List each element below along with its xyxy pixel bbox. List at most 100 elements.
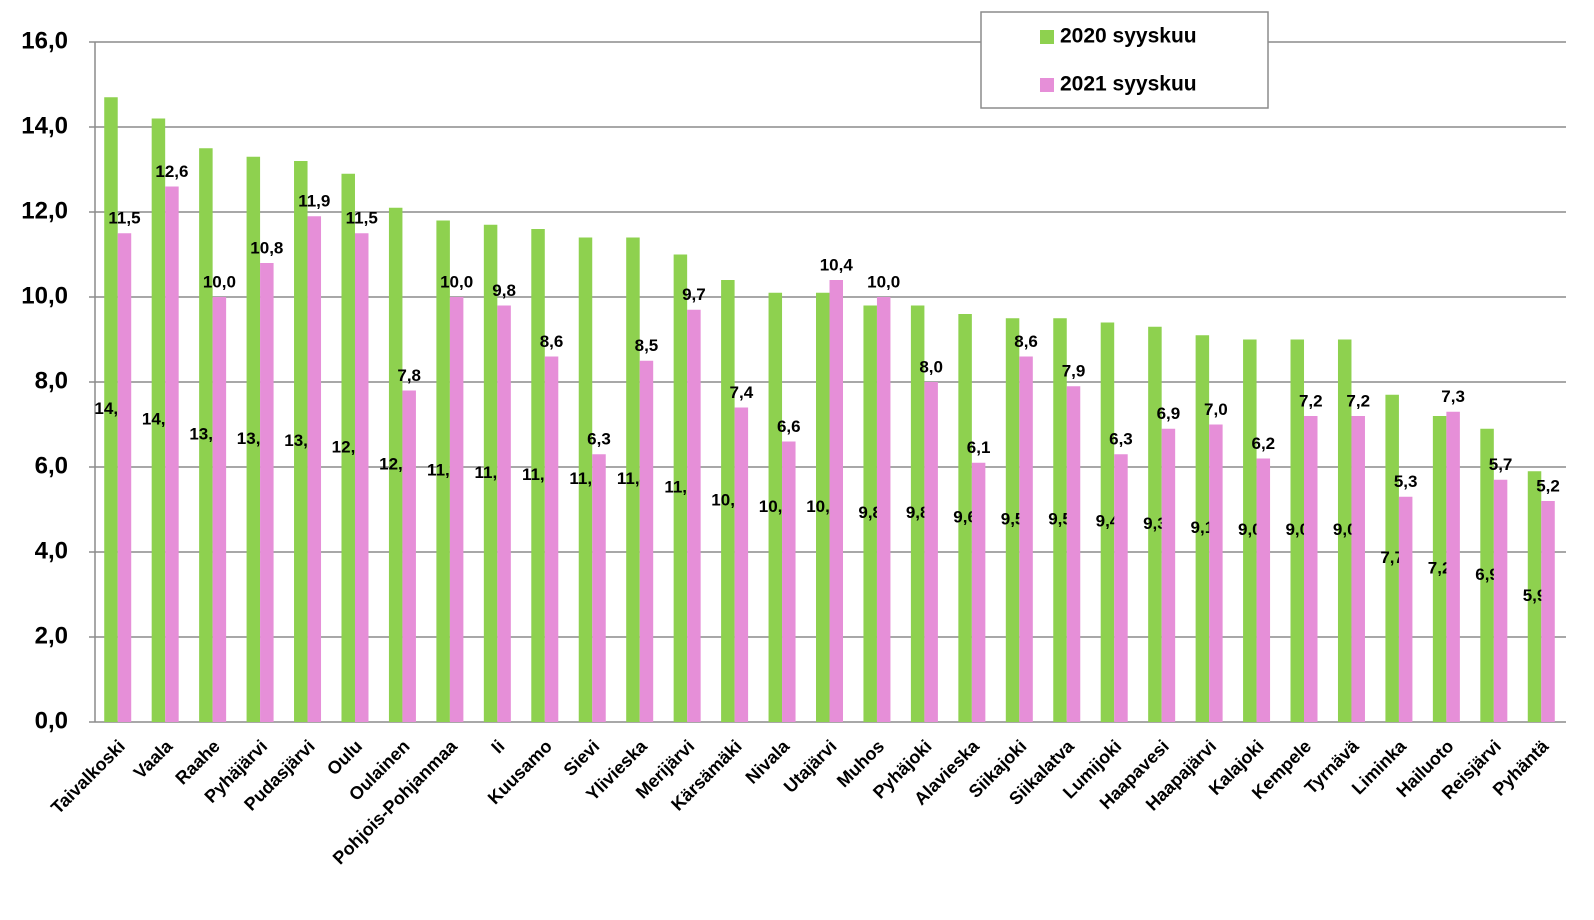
data-label: 9,7 (682, 285, 706, 304)
data-label: 9,8 (858, 503, 882, 522)
data-label: 11,5 (108, 209, 140, 228)
bar (1195, 335, 1210, 722)
data-label: 10,8 (250, 238, 283, 257)
bar (294, 161, 308, 722)
y-tick-label: 6,0 (35, 452, 68, 479)
data-label: 9,8 (906, 503, 930, 522)
x-tick-label: Ii (487, 736, 508, 757)
bar (1493, 479, 1508, 722)
x-tick-label: Taivalkoski (47, 736, 129, 818)
bar (1019, 356, 1033, 722)
data-label: 6,3 (1109, 430, 1133, 449)
data-label: 9,1 (1191, 518, 1215, 537)
bar (117, 233, 132, 722)
data-label: 7,0 (1204, 400, 1228, 419)
bar (1480, 428, 1494, 722)
bar (673, 254, 688, 722)
data-label: 9,4 (1096, 512, 1120, 531)
bar (971, 462, 986, 722)
y-tick-label: 2,0 (35, 622, 68, 649)
bar (1161, 428, 1176, 722)
bar (768, 292, 783, 722)
data-label: 9,5 (1048, 510, 1072, 529)
bar (497, 305, 511, 722)
data-label: 9,8 (492, 281, 516, 300)
legend-swatch (1040, 78, 1054, 92)
bar (958, 314, 972, 722)
bar (910, 305, 925, 722)
y-tick-label: 14,0 (21, 112, 68, 139)
legend-label: 2020 syyskuu (1060, 25, 1197, 48)
bar (876, 297, 891, 722)
y-tick-label: 4,0 (35, 537, 68, 564)
data-label: 11,9 (298, 192, 330, 211)
bar (388, 207, 403, 722)
bar (782, 441, 796, 722)
bar (1243, 339, 1257, 722)
bar (402, 390, 416, 722)
bar (829, 280, 843, 722)
data-label: 12,6 (155, 162, 188, 181)
legend-label: 2021 syyskuu (1060, 73, 1197, 96)
data-label: 10,0 (867, 272, 900, 291)
bar (531, 229, 545, 722)
bar (1209, 424, 1223, 722)
data-label: 6,3 (587, 430, 611, 449)
bar (212, 297, 227, 722)
bar (924, 382, 938, 722)
data-label: 6,9 (1475, 565, 1499, 584)
bar (354, 233, 369, 722)
bar (341, 173, 355, 722)
data-label: 7,2 (1299, 391, 1323, 410)
legend-swatch (1040, 30, 1054, 44)
y-tick-label: 12,0 (21, 197, 68, 224)
bar (449, 297, 464, 722)
data-label: 5,9 (1523, 586, 1547, 605)
bar (483, 224, 498, 722)
x-tick-label: Oulu (323, 736, 366, 779)
bar (436, 220, 450, 722)
bar (1005, 318, 1020, 722)
data-label: 8,5 (635, 336, 659, 355)
bar (592, 454, 606, 722)
bar (1256, 458, 1271, 722)
data-label: 9,0 (1285, 520, 1309, 539)
data-label: 10,0 (203, 272, 236, 291)
bar (260, 263, 274, 722)
y-tick-label: 8,0 (35, 367, 68, 394)
bar (544, 356, 559, 722)
bar (1432, 416, 1447, 722)
bar (1114, 454, 1128, 722)
data-label: 10,0 (440, 272, 473, 291)
x-tick-label: Utajärvi (780, 736, 841, 797)
data-label: 9,0 (1333, 520, 1357, 539)
bar (1351, 416, 1365, 722)
data-label: 7,3 (1441, 387, 1465, 406)
bar (165, 186, 179, 722)
data-label: 5,7 (1489, 455, 1513, 474)
data-label: 8,6 (1014, 332, 1038, 351)
bar (1385, 394, 1399, 722)
data-label: 7,2 (1428, 558, 1452, 577)
data-label: 8,0 (919, 357, 943, 376)
bar (1527, 471, 1542, 722)
bar (626, 237, 640, 722)
bar (1066, 386, 1081, 722)
data-label: 11,5 (346, 209, 378, 228)
bar (1304, 416, 1318, 722)
data-label: 6,2 (1251, 434, 1275, 453)
bar (1446, 411, 1460, 722)
x-tick-label: Sievi (560, 736, 604, 780)
legend-box (980, 11, 1269, 109)
data-label: 8,6 (540, 332, 564, 351)
y-tick-label: 0,0 (35, 707, 68, 734)
data-label: 7,9 (1062, 362, 1086, 381)
data-label: 9,3 (1143, 514, 1167, 533)
bar (816, 292, 830, 722)
data-label: 7,2 (1346, 391, 1370, 410)
bar (721, 280, 735, 722)
bar (1337, 339, 1352, 722)
bar (639, 360, 654, 722)
bar (151, 118, 166, 722)
bar (199, 148, 213, 722)
